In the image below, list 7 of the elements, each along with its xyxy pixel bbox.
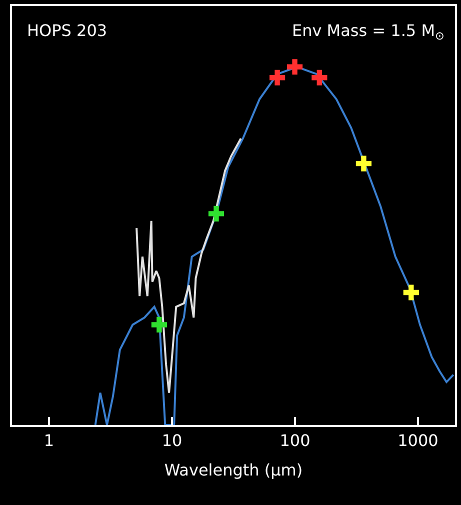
text: HOPS 203 [27, 21, 108, 40]
x-tick-label: 1000 [398, 431, 438, 450]
x-tick-label: 10 [162, 431, 182, 450]
text: Env Mass = 1.5 M$_{⊙}$ [292, 21, 444, 42]
x-tick-label: 100 [280, 431, 310, 450]
x-axis-title: Wavelength (μm) [164, 460, 303, 480]
x-tick-label: 1 [44, 431, 54, 450]
